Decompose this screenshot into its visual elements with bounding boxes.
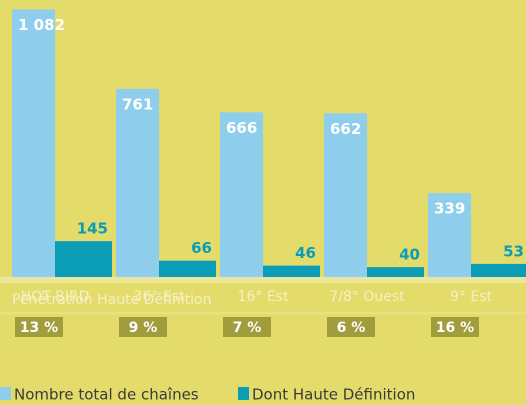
legend-swatch xyxy=(238,387,249,400)
bar xyxy=(159,260,216,277)
penetration-label: 16 % xyxy=(436,320,474,336)
baseline-strip xyxy=(0,277,526,283)
data-label: 66 xyxy=(191,239,212,257)
legend-label: Nombre total de chaînes xyxy=(14,386,199,404)
x-tick-label: 16° Est xyxy=(238,289,289,305)
data-label: 40 xyxy=(399,246,420,264)
penetration-title: Pénétration Haute Définition xyxy=(12,292,211,308)
bar xyxy=(324,113,367,278)
penetration-label: 9 % xyxy=(129,320,158,336)
bar xyxy=(116,88,159,277)
data-label: 53 xyxy=(503,242,524,260)
penetration-label: 6 % xyxy=(337,320,366,336)
penetration-box xyxy=(223,317,271,337)
bar xyxy=(12,9,55,278)
penetration-box xyxy=(327,317,375,337)
legend-swatch xyxy=(0,387,11,400)
x-tick-label: 9° Est xyxy=(450,289,492,305)
bar xyxy=(471,263,526,277)
data-label: 761 xyxy=(122,95,153,113)
penetration-label: 7 % xyxy=(233,320,262,336)
penetration-box xyxy=(431,317,479,337)
x-tick-label: 7/8° Ouest xyxy=(329,289,405,305)
penetration-label: 13 % xyxy=(20,320,58,336)
penetration-box xyxy=(119,317,167,337)
bar xyxy=(428,193,471,277)
bar xyxy=(263,265,320,277)
legend-label: Dont Haute Définition xyxy=(252,386,415,404)
data-label: 145 xyxy=(77,220,108,238)
bar xyxy=(220,112,263,277)
data-label: 46 xyxy=(295,244,316,262)
bar xyxy=(367,267,424,277)
data-label: 666 xyxy=(226,119,257,137)
data-label: 662 xyxy=(330,120,361,138)
penetration-box xyxy=(15,317,63,337)
x-tick-label: HOT BIRD xyxy=(21,289,90,305)
data-label: 339 xyxy=(434,200,465,218)
x-tick-label: 36° Est xyxy=(134,289,185,305)
bar xyxy=(55,241,112,277)
data-label: 1 082 xyxy=(18,16,65,34)
